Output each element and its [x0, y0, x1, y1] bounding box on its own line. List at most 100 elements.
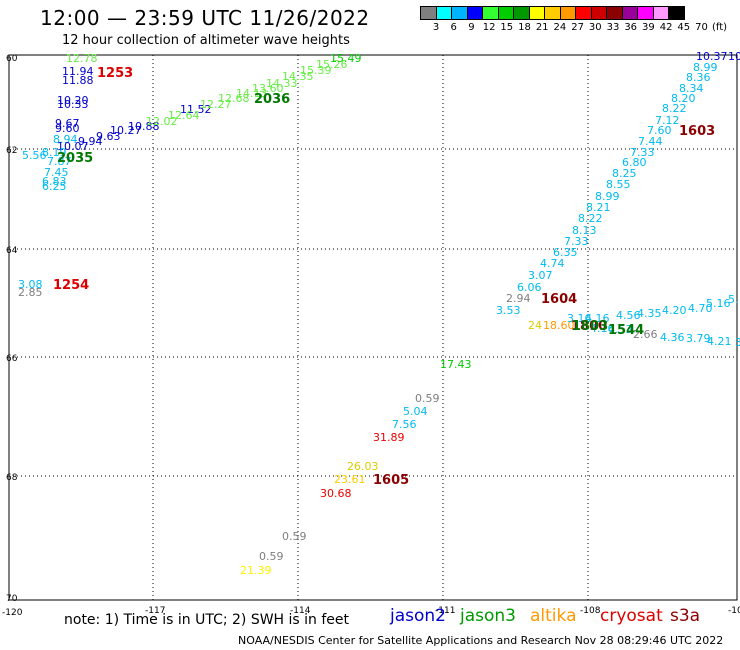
station-id-label: 2036 [254, 92, 290, 107]
wave-height-value: 10.37 [696, 50, 728, 63]
wave-height-value: 3.08 [18, 278, 43, 291]
wave-height-value: 8.20 [671, 92, 696, 105]
wave-height-value: 26.03 [347, 460, 379, 473]
wave-height-value: 7.33 [630, 146, 655, 159]
wave-height-value: 10 [728, 50, 740, 63]
color-legend [420, 6, 685, 20]
wave-height-value: 2.66 [633, 328, 658, 341]
wave-height-value: 4.74 [540, 257, 565, 270]
color-legend-ticks: 3 6 9 12 15 18 21 24 27 30 33 36 39 42 45 70 [420, 22, 740, 36]
page-title: 12:00 — 23:59 UTC 11/26/2022 [40, 6, 370, 30]
wave-height-value: 5.16 [706, 297, 731, 310]
wave-height-value: 2.85 [18, 286, 43, 299]
legend-tick-label: 36 [624, 22, 638, 33]
wave-height-value: 8.55 [606, 178, 631, 191]
legend-tick-label: 70 [695, 22, 708, 33]
wave-height-value: 8.36 [686, 71, 711, 84]
lat-tick-label: 62 [6, 146, 17, 156]
wave-height-value: 9.60 [55, 122, 80, 135]
wave-height-value: 2.94 [506, 292, 531, 305]
lon-tick-label: -10 [728, 606, 740, 616]
wave-height-value: 7.45 [44, 166, 69, 179]
footer-text: NOAA/NESDIS Center for Satellite Applica… [238, 634, 724, 647]
wave-height-value: 3.07 [528, 269, 553, 282]
page-subtitle: 12 hour collection of altimeter wave hei… [62, 33, 350, 48]
wave-height-value: 4.21 [707, 335, 732, 348]
legend-tick-label: 27 [571, 22, 584, 33]
wave-height-value: 6.80 [622, 156, 647, 169]
satellite-name-jason3: jason3 [460, 606, 516, 626]
wave-height-value: 7.56 [392, 418, 417, 431]
lat-tick-label: 60 [6, 54, 18, 64]
wave-height-value: 14.35 [282, 70, 314, 83]
wave-height-value: 12.64 [168, 109, 200, 122]
wave-height-value: 12.68 [218, 92, 250, 105]
note-text: note: 1) Time is in UTC; 2) SWH is in fe… [64, 612, 350, 628]
station-id-label: 1253 [97, 66, 133, 81]
wave-height-value: 7.44 [638, 135, 663, 148]
legend-tick-label: 39 [642, 22, 655, 33]
station-id-label: 1254 [53, 278, 89, 293]
wave-height-value: 15.39 [300, 64, 332, 77]
station-id-label: 1544 [608, 323, 644, 338]
station-id-label: 2035 [57, 151, 93, 166]
wave-height-value: 17.43 [440, 358, 472, 371]
wave-height-value: 11.94 [62, 65, 94, 78]
wave-height-value: 3.53 [496, 304, 521, 317]
wave-height-value: 4.16 [590, 322, 615, 335]
wave-height-value: 14.13 [236, 87, 268, 100]
satellite-name-s3a: s3a [670, 606, 701, 626]
legend-tick-label: 18 [518, 22, 531, 33]
legend-tick-label: 9 [468, 22, 475, 33]
legend-tick-label: 42 [659, 22, 673, 33]
wave-height-value: 4.53 [608, 323, 633, 336]
wave-height-value: 23.61 [334, 473, 366, 486]
wave-height-value: 24 [528, 319, 542, 332]
wave-height-value: 3.16 [567, 312, 592, 325]
station-id-label: 1605 [373, 473, 409, 488]
lon-tick-label: -114 [290, 606, 311, 616]
station-id-label: 1604 [541, 292, 577, 307]
wave-height-value: 4.70 [688, 302, 713, 315]
legend-tick-label: 30 [588, 22, 602, 33]
wave-height-value: 4.35 [637, 307, 662, 320]
wave-height-value: 4.16 [585, 312, 610, 325]
wave-height-value: 0.59 [415, 392, 440, 405]
satellite-name-jason2: jason2 [390, 606, 446, 626]
wave-height-value: 0.59 [282, 530, 307, 543]
legend-swatch [668, 6, 685, 20]
lon-tick-label: -120 [2, 608, 23, 618]
wave-height-value: 4.36 [660, 331, 685, 344]
wave-height-value: 10.33 [57, 98, 89, 111]
wave-height-value: 7.12 [655, 114, 680, 127]
wave-height-value: 15.49 [330, 52, 362, 65]
wave-height-value: 12.27 [200, 98, 232, 111]
wave-height-value: 13.60 [252, 82, 284, 95]
wave-height-value: 9.63 [96, 130, 121, 143]
wave-height-value: 11.52 [180, 103, 212, 116]
wave-height-value: 31.89 [373, 431, 405, 444]
legend-tick-label: 3 [432, 22, 440, 33]
legend-tick-label: 24 [553, 22, 567, 33]
wave-height-value: 8.25 [612, 167, 637, 180]
wave-height-value: 11.88 [62, 74, 94, 87]
wave-height-value: 6.35 [553, 246, 578, 259]
wave-height-value: 5. [728, 293, 739, 306]
legend-tick-label: 15 [500, 22, 514, 33]
wave-height-value: 5.04 [403, 405, 428, 418]
wave-height-value: 8.13 [572, 224, 597, 237]
lon-tick-label: -108 [580, 606, 601, 616]
legend-tick-label: 21 [535, 22, 549, 33]
wave-height-value: 5.56 [22, 149, 47, 162]
wave-height-value: 15.26 [316, 58, 348, 71]
wave-height-value: 10.88 [128, 120, 160, 133]
wave-height-value: 3. [735, 336, 740, 349]
wave-height-value: 10.27 [110, 124, 142, 137]
lat-tick-label: 70 [6, 594, 18, 604]
wave-height-value: 8.22 [662, 102, 687, 115]
wave-height-value: 10.20 [57, 94, 89, 107]
wave-height-value: 8.22 [578, 212, 603, 225]
legend-tick-label: 12 [482, 22, 496, 33]
wave-height-value: 21.39 [240, 564, 272, 577]
